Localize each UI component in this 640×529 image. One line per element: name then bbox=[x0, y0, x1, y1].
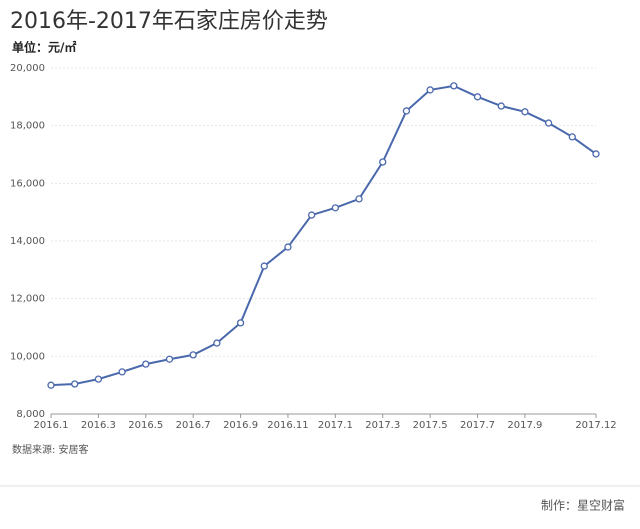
point bbox=[426, 86, 434, 94]
point bbox=[308, 211, 316, 219]
point bbox=[284, 243, 292, 251]
y-tick-label: 12,000 bbox=[10, 294, 45, 305]
x-tick-label: 2017.3 bbox=[365, 420, 400, 431]
point bbox=[71, 380, 79, 388]
point bbox=[355, 195, 363, 203]
point bbox=[379, 158, 387, 166]
point bbox=[165, 355, 174, 363]
unit-label: 单位：元/㎡ bbox=[12, 40, 76, 55]
x-tick-label: 2017.9 bbox=[507, 420, 542, 431]
credit: 制作：星空财富 bbox=[541, 498, 625, 513]
x-tick-label: 2017.7 bbox=[460, 420, 495, 431]
y-tick-label: 8,000 bbox=[16, 409, 45, 420]
line bbox=[50, 84, 597, 387]
point bbox=[189, 351, 197, 359]
point bbox=[213, 339, 221, 347]
x-tick-label: 2016.1 bbox=[34, 420, 69, 431]
x-tick-label: 2017.12 bbox=[575, 420, 616, 431]
point bbox=[592, 150, 600, 158]
x-tick-label: 2016.3 bbox=[81, 420, 116, 431]
x-tick-label: 2017.1 bbox=[318, 420, 353, 431]
x-tick-label: 2016.11 bbox=[267, 420, 308, 431]
x-tick-label: 2016.7 bbox=[176, 420, 211, 431]
point bbox=[142, 360, 150, 368]
y-tick-label: 14,000 bbox=[10, 236, 45, 247]
point bbox=[473, 93, 482, 101]
point bbox=[331, 204, 339, 212]
y-tick-label: 18,000 bbox=[10, 121, 45, 132]
y-tick-label: 10,000 bbox=[10, 351, 45, 362]
y-tick-label: 16,000 bbox=[10, 178, 45, 189]
point bbox=[47, 381, 55, 389]
y-tick-label: 20,000 bbox=[10, 63, 45, 74]
point bbox=[236, 319, 245, 327]
point bbox=[568, 133, 576, 141]
point bbox=[544, 119, 553, 127]
x-tick-label: 2016.5 bbox=[128, 420, 163, 431]
point bbox=[118, 368, 126, 376]
point bbox=[402, 107, 411, 115]
point bbox=[94, 375, 103, 383]
source-note: 数据来源: 安居客 bbox=[12, 443, 89, 456]
point bbox=[497, 102, 505, 110]
x-tick-label: 2016.9 bbox=[223, 420, 258, 431]
point bbox=[260, 262, 268, 270]
point bbox=[521, 108, 529, 116]
point bbox=[450, 82, 458, 90]
x-tick-label: 2017.5 bbox=[413, 420, 448, 431]
chart-title: 2016年-2017年石家庄房价走势 bbox=[10, 9, 328, 34]
